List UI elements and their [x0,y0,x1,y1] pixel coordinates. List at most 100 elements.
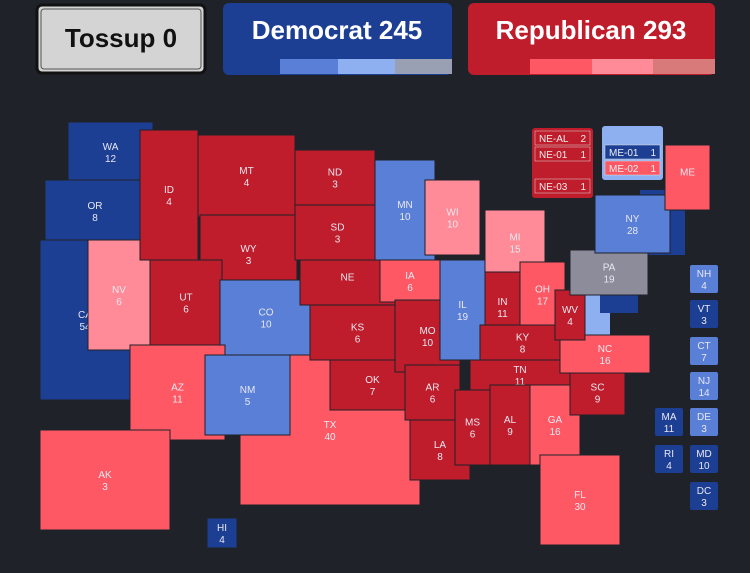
state-abbr: NE [341,273,355,284]
state-abbr: IA [405,271,415,282]
state[interactable] [559,334,651,374]
state-abbr: PA [603,263,616,274]
state[interactable] [204,354,291,436]
state-votes: 4 [666,461,672,472]
district-box[interactable] [534,178,591,194]
state-abbr: OH [535,285,550,296]
state-votes: 10 [698,461,710,472]
state-abbr: WY [240,244,256,255]
state-abbr: OK [365,375,380,386]
district-name: ME-01 [609,148,639,159]
state[interactable] [294,204,381,261]
state[interactable] [149,259,223,346]
state[interactable] [219,279,313,356]
state-votes: 3 [332,180,338,191]
tossup-button[interactable] [35,3,207,75]
small-state-box[interactable] [655,408,683,436]
state-votes: 3 [102,482,108,493]
republican-text: Republican 293 [496,15,687,45]
state-votes: 9 [507,427,513,438]
state-votes: 4 [701,281,707,292]
small-state-box[interactable] [690,337,718,365]
state[interactable] [594,194,671,254]
state-votes: 6 [116,297,122,308]
state-votes: 6 [355,335,361,346]
state-abbr: WV [562,305,578,316]
state-votes: 3 [701,316,707,327]
state-abbr: DC [697,486,711,497]
democrat-button[interactable] [223,3,452,75]
state-abbr: NJ [698,376,710,387]
state[interactable] [489,384,531,466]
small-state-box[interactable] [690,445,718,473]
small-state-box[interactable] [690,408,718,436]
state-abbr: MO [419,326,435,337]
district-name: NE-AL [539,134,569,145]
small-state-box[interactable] [690,300,718,328]
small-state-box[interactable] [655,445,683,473]
district-votes: 1 [580,150,586,161]
state[interactable] [309,304,406,361]
small-state-box[interactable] [690,372,718,400]
state-votes: 14 [698,388,710,399]
district-votes: 1 [580,182,586,193]
state-votes: 54 [79,322,91,333]
state-votes: 6 [407,283,413,294]
state[interactable] [206,517,238,549]
state-abbr: WA [103,142,119,153]
district-box[interactable] [604,160,661,176]
state-votes: 19 [603,275,615,286]
state-votes: 11 [172,395,183,406]
state[interactable] [294,149,376,206]
tossup-text: Tossup 0 [65,23,177,53]
state-abbr: SD [331,223,345,234]
state-votes: 9 [595,395,601,406]
state-abbr: MS [465,418,480,429]
state-votes: 6 [183,305,189,316]
state-abbr: NC [598,344,612,355]
state-abbr: MA [662,412,677,423]
state-abbr: ND [328,168,342,179]
state[interactable] [404,364,461,421]
state[interactable] [454,389,491,466]
state-abbr: OR [88,201,103,212]
state-votes: 4 [567,317,573,328]
district-box[interactable] [534,146,591,162]
state-abbr: ME [680,168,695,179]
state[interactable] [197,134,296,218]
state-abbr: ID [164,185,174,196]
small-state-box[interactable] [690,265,718,293]
state-abbr: TX [324,420,337,431]
state[interactable] [299,259,396,306]
state-votes: 4 [244,178,250,189]
district-box[interactable] [534,130,591,146]
district-votes: 1 [650,164,656,175]
district-name: ME-02 [609,164,639,175]
state[interactable] [39,429,171,531]
state-votes: 17 [537,297,549,308]
state-votes: 11 [497,309,508,320]
state[interactable] [439,259,486,361]
state-abbr: NM [240,385,256,396]
state-votes: 19 [457,312,469,323]
state-abbr: LA [434,440,447,451]
republican-button[interactable] [468,3,715,75]
state-abbr: KY [516,333,530,344]
state-abbr: CO [259,308,274,319]
district-box[interactable] [604,144,661,160]
state-abbr: SC [591,383,605,394]
state-votes: 15 [509,245,521,256]
small-state-box[interactable] [690,482,718,510]
state-votes: 3 [335,235,341,246]
state[interactable] [424,179,481,256]
state[interactable] [539,454,621,546]
state[interactable] [664,144,711,211]
state-abbr: AZ [171,383,184,394]
state-abbr: NV [112,285,126,296]
state[interactable] [379,259,441,303]
state-votes: 16 [599,356,611,367]
state-votes: 11 [515,377,526,388]
state-votes: 6 [470,430,476,441]
state-abbr: IL [458,300,467,311]
district-name: NE-01 [539,150,568,161]
